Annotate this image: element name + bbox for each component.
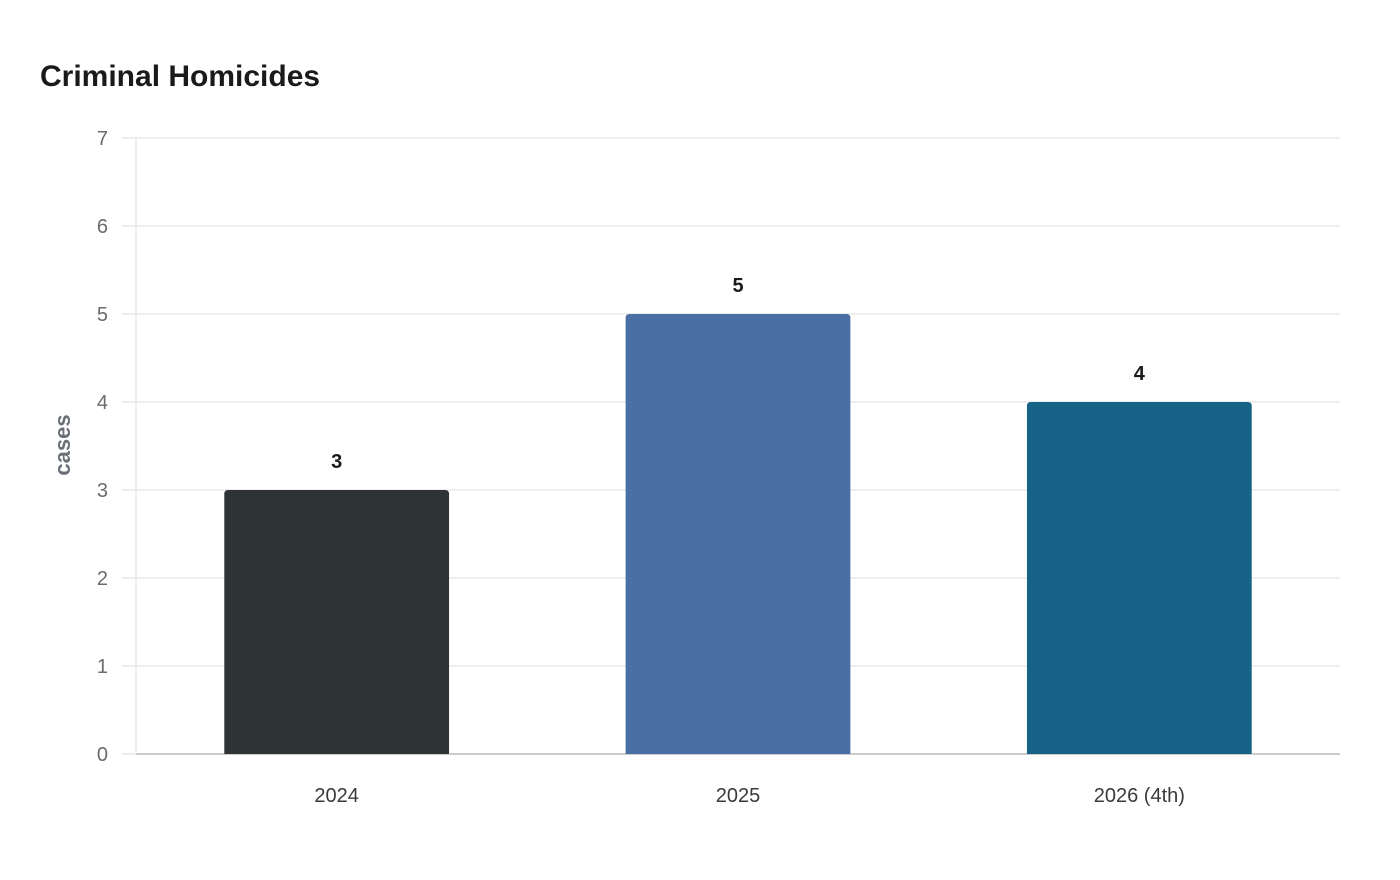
y-tick-label: 4: [97, 392, 108, 414]
x-tick-label: 2025: [716, 785, 761, 807]
labels: 0 1 2 3 4 5 6 7 3 2024 5 2025 4 2026 (4th): [97, 128, 1185, 807]
bars: [224, 314, 1252, 754]
bar-3: [1026, 402, 1252, 754]
y-tick-label: 6: [97, 216, 108, 238]
y-tick-label: 2: [97, 568, 108, 590]
chart-title: Criminal Homicides: [40, 60, 321, 93]
bar-2: [625, 314, 851, 754]
data-label: 3: [331, 451, 342, 473]
x-tick-label: 2026 (4th): [1094, 785, 1185, 807]
y-axis-title: cases: [50, 414, 75, 475]
x-tick-label: 2024: [314, 785, 359, 807]
data-label: 4: [1134, 363, 1146, 385]
y-tick-label: 7: [97, 128, 108, 150]
data-label: 5: [732, 275, 743, 297]
y-tick-label: 0: [97, 744, 108, 766]
y-tick-label: 5: [97, 304, 108, 326]
bar-1: [224, 490, 450, 754]
y-tick-label: 3: [97, 480, 108, 502]
y-tick-label: 1: [97, 656, 108, 678]
